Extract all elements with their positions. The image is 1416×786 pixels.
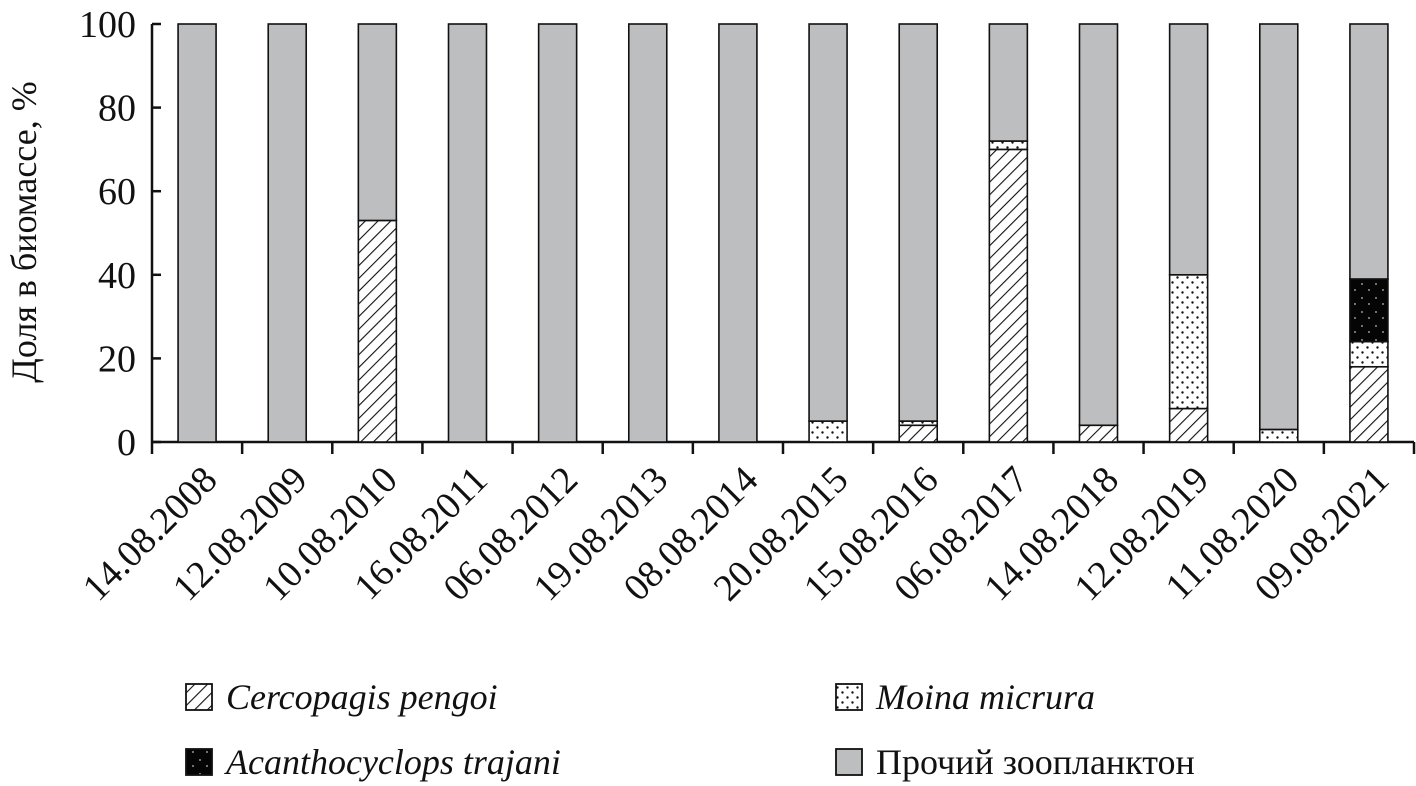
bar-segment-moina-micrura bbox=[988, 140, 1029, 151]
legend-swatch bbox=[185, 748, 213, 776]
legend-item: Acanthocyclops trajani bbox=[185, 742, 561, 782]
y-axis-title: Доля в биомассе, % bbox=[4, 81, 44, 382]
legend-label: Cercopagis pengoi bbox=[226, 677, 498, 717]
bar-stack bbox=[1258, 23, 1299, 443]
bar-segment-cercopagis-pengoi bbox=[1078, 424, 1119, 443]
bar-segment-прочий-зоопланктон bbox=[447, 23, 488, 443]
bar-segment-прочий-зоопланктон bbox=[627, 23, 668, 443]
bar-stack bbox=[177, 23, 217, 443]
bar-segment-moina-micrura bbox=[1168, 273, 1209, 410]
bar-stack bbox=[808, 23, 848, 443]
y-tick-label: 60 bbox=[98, 171, 136, 213]
bar-segment-прочий-зоопланктон bbox=[718, 23, 758, 443]
bar-stack bbox=[447, 23, 488, 443]
bar-segment-прочий-зоопланктон bbox=[177, 23, 217, 443]
y-tick-label: 0 bbox=[117, 422, 136, 464]
y-axis: 0 20 40 60 80 100 bbox=[79, 4, 161, 464]
legend-item: Cercopagis pengoi bbox=[185, 677, 498, 717]
legend-label: Acanthocyclops trajani bbox=[224, 742, 561, 782]
y-tick-label: 100 bbox=[79, 4, 136, 46]
bar-segment-прочий-зоопланктон bbox=[898, 23, 939, 422]
bar-segment-cercopagis-pengoi bbox=[988, 148, 1029, 443]
bar-segment-прочий-зоопланктон bbox=[1168, 23, 1209, 276]
bar-segment-moina-micrura bbox=[808, 420, 848, 443]
legend-swatch bbox=[835, 683, 863, 711]
legend-label: Прочий зоопланктон bbox=[876, 742, 1195, 782]
bar-stack bbox=[898, 23, 939, 443]
bar-segment-cercopagis-pengoi bbox=[1349, 365, 1389, 443]
bar-stack bbox=[267, 23, 308, 443]
bar-segment-cercopagis-pengoi bbox=[1168, 407, 1209, 443]
bar-stack bbox=[627, 23, 668, 443]
x-axis: 14.08.200812.08.200910.08.201016.08.2011… bbox=[75, 440, 1416, 609]
legend-item: Прочий зоопланктон bbox=[835, 742, 1195, 782]
bar-segment-acanthocyclops-trajani bbox=[1349, 278, 1389, 343]
y-tick-label: 40 bbox=[98, 255, 136, 297]
bar-segment-moina-micrura bbox=[1349, 340, 1389, 368]
y-tick-label: 20 bbox=[98, 338, 136, 380]
bar-stack bbox=[1168, 23, 1209, 443]
y-tick-label: 80 bbox=[98, 88, 136, 130]
legend: Cercopagis pengoi Moina micrura Acanthocyc… bbox=[185, 677, 1195, 782]
bar-stack bbox=[357, 23, 398, 443]
legend-label: Moina micrura bbox=[875, 677, 1095, 717]
bar-segment-прочий-зоопланктон bbox=[988, 23, 1029, 142]
bar-stack bbox=[1078, 23, 1119, 443]
bar-segment-moina-micrura bbox=[1258, 428, 1299, 443]
bar-stack bbox=[988, 23, 1029, 443]
bar-stack bbox=[1349, 23, 1389, 443]
bar-segment-cercopagis-pengoi bbox=[357, 219, 398, 443]
bar-segment-прочий-зоопланктон bbox=[1078, 23, 1119, 427]
bar-segment-прочий-зоопланктон bbox=[808, 23, 848, 422]
bar-segment-прочий-зоопланктон bbox=[537, 23, 578, 443]
bar-segment-прочий-зоопланктон bbox=[1258, 23, 1299, 431]
bar-segment-прочий-зоопланктон bbox=[357, 23, 398, 222]
bar-stack bbox=[718, 23, 758, 443]
bar-segment-cercopagis-pengoi bbox=[898, 424, 939, 443]
legend-swatch bbox=[185, 683, 213, 711]
legend-item: Moina micrura bbox=[835, 677, 1095, 717]
legend-swatch bbox=[835, 748, 863, 776]
bar-segment-прочий-зоопланктон bbox=[1349, 23, 1389, 280]
bar-stack bbox=[537, 23, 578, 443]
bar-segment-прочий-зоопланктон bbox=[267, 23, 308, 443]
bars bbox=[177, 23, 1389, 443]
